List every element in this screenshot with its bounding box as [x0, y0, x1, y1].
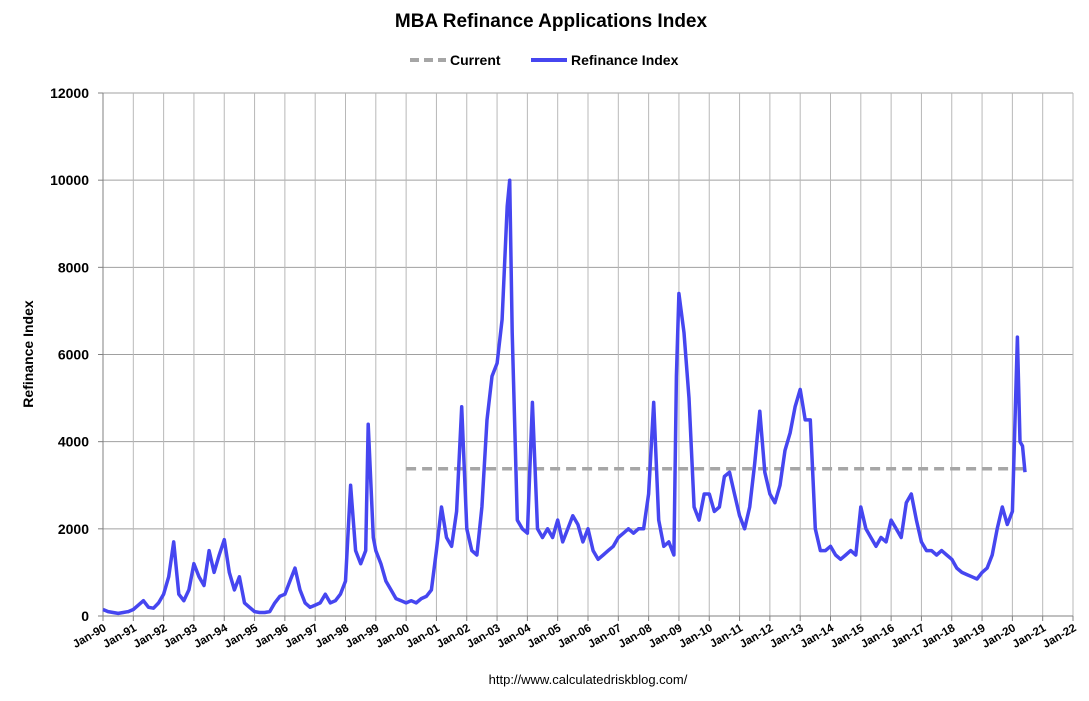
- x-tick-label: Jan-97: [283, 622, 321, 651]
- x-tick-label: Jan-05: [526, 622, 564, 651]
- x-tick-label: Jan-94: [192, 622, 230, 651]
- x-tick-label: Jan-04: [495, 622, 533, 651]
- x-tick-label: Jan-96: [253, 622, 291, 651]
- x-tick-label: Jan-03: [465, 622, 503, 651]
- x-tick-label: Jan-11: [708, 622, 746, 651]
- x-tick-label: Jan-21: [1011, 622, 1049, 651]
- x-tick-label: Jan-91: [101, 622, 139, 651]
- legend: Current Refinance Index: [410, 52, 679, 68]
- source-note: http://www.calculatedriskblog.com/: [489, 672, 688, 687]
- x-tick-label: Jan-92: [132, 622, 170, 651]
- y-tick-label: 4000: [58, 434, 89, 450]
- legend-label: Current: [450, 52, 501, 68]
- x-tick-label: Jan-95: [223, 622, 261, 651]
- x-tick-label: Jan-18: [920, 622, 958, 651]
- x-tick-label: Jan-08: [617, 622, 655, 651]
- x-tick-label: Jan-15: [829, 622, 867, 651]
- x-tick-label: Jan-02: [435, 622, 473, 651]
- y-tick-label: 0: [81, 608, 89, 624]
- x-tick-label: Jan-99: [344, 622, 382, 651]
- x-tick-label: Jan-07: [586, 622, 624, 651]
- y-tick-label: 8000: [58, 259, 89, 275]
- chart-title: MBA Refinance Applications Index: [395, 11, 708, 32]
- x-tick-label: Jan-16: [859, 622, 897, 651]
- x-tick-label: Jan-01: [404, 622, 442, 651]
- x-tick-label: Jan-00: [374, 622, 412, 651]
- x-tick-label: Jan-90: [71, 622, 109, 651]
- x-tick-label: Jan-17: [889, 622, 927, 651]
- x-tick-label: Jan-09: [647, 622, 685, 651]
- x-tick-label: Jan-98: [313, 622, 351, 651]
- x-tick-label: Jan-19: [950, 622, 988, 651]
- x-tick-label: Jan-93: [162, 622, 200, 651]
- x-tick-label: Jan-14: [798, 622, 836, 651]
- y-axis-label: Refinance Index: [20, 300, 36, 408]
- x-tick-label: Jan-13: [768, 622, 806, 651]
- x-tick-label: Jan-22: [1041, 622, 1079, 651]
- x-tick-label: Jan-20: [980, 622, 1018, 651]
- y-tick-label: 6000: [58, 347, 89, 363]
- x-tick-label: Jan-10: [677, 622, 715, 651]
- data-line: [102, 178, 1027, 616]
- legend-label: Refinance Index: [571, 52, 679, 68]
- y-tick-label: 12000: [50, 85, 89, 101]
- x-tick-label: Jan-12: [738, 622, 776, 651]
- x-tick-label: Jan-06: [556, 622, 594, 651]
- y-tick-label: 2000: [58, 521, 89, 537]
- y-tick-label: 10000: [50, 172, 89, 188]
